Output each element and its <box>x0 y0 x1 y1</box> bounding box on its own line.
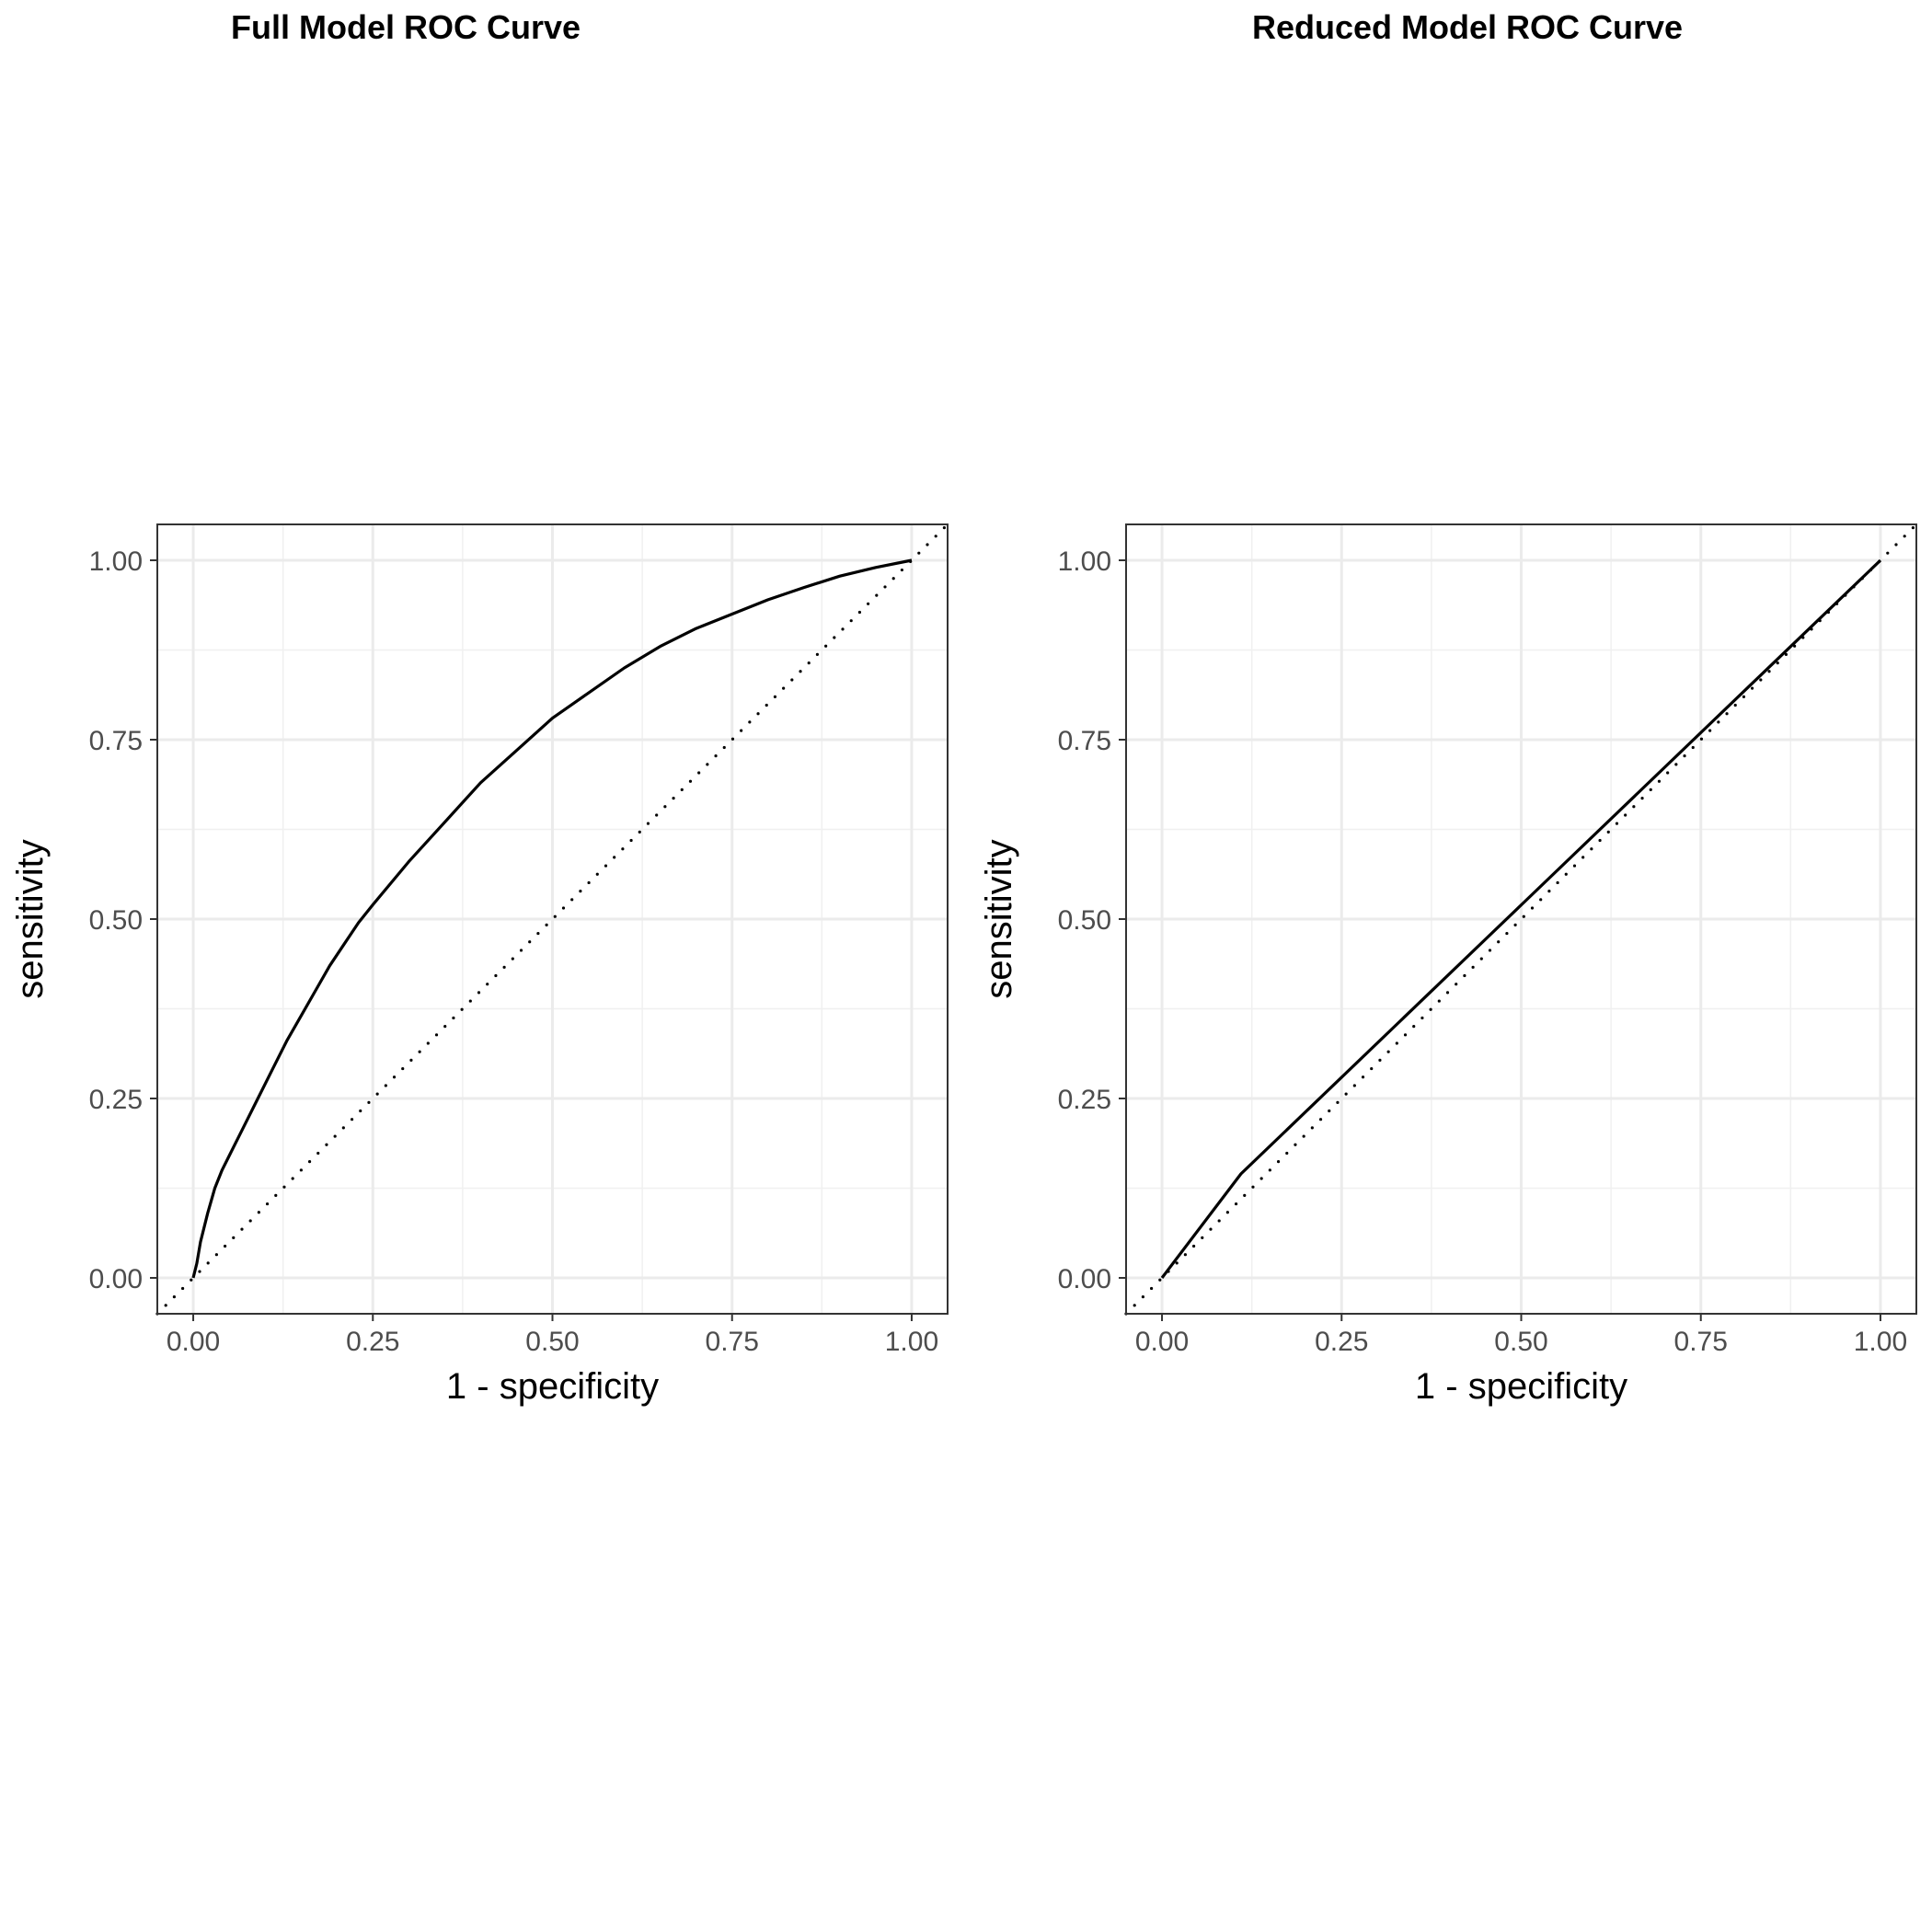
x-tick-label: 0.25 <box>346 1327 399 1357</box>
chart-title: Reduced Model ROC Curve <box>1252 8 1683 46</box>
y-tick-label: 0.50 <box>89 905 143 936</box>
x-tick-label: 0.50 <box>525 1327 579 1357</box>
x-tick-label: 1.00 <box>1854 1327 1907 1357</box>
x-tick-label: 0.00 <box>1135 1327 1189 1357</box>
y-tick-label: 0.75 <box>1058 726 1111 756</box>
chart-title: Full Model ROC Curve <box>231 8 581 46</box>
y-tick-label: 0.00 <box>89 1264 143 1294</box>
x-axis-label: 1 - specificity <box>1415 1366 1627 1407</box>
y-tick-label: 0.75 <box>89 726 143 756</box>
y-tick-label: 0.25 <box>1058 1085 1111 1115</box>
y-axis-label: sensitivity <box>979 839 1019 998</box>
roc-curve <box>1160 558 1882 1279</box>
x-tick-label: 0.75 <box>1674 1327 1728 1357</box>
roc-panel-1: Full Model ROC Curve 0.00 0.25 0.50 0.75 1.00… <box>10 8 949 1407</box>
x-tick-label: 0.25 <box>1315 1327 1368 1357</box>
y-tick-label: 1.00 <box>1058 546 1111 577</box>
x-axis-label: 1 - specificity <box>446 1366 659 1407</box>
y-tick-label: 0.00 <box>1058 1264 1111 1294</box>
x-tick-label: 0.75 <box>706 1327 759 1357</box>
roc-panel-2: Reduced Model ROC Curve 0.00 0.25 0.50 0.75 1… <box>979 8 1918 1407</box>
y-tick-label: 0.25 <box>89 1085 143 1115</box>
y-axis-label: sensitivity <box>10 839 51 998</box>
x-tick-label: 0.00 <box>167 1327 220 1357</box>
y-tick-label: 1.00 <box>89 546 143 577</box>
roc-curve <box>191 558 913 1279</box>
x-tick-label: 0.50 <box>1494 1327 1547 1357</box>
x-tick-label: 1.00 <box>885 1327 938 1357</box>
y-tick-label: 0.50 <box>1058 905 1111 936</box>
